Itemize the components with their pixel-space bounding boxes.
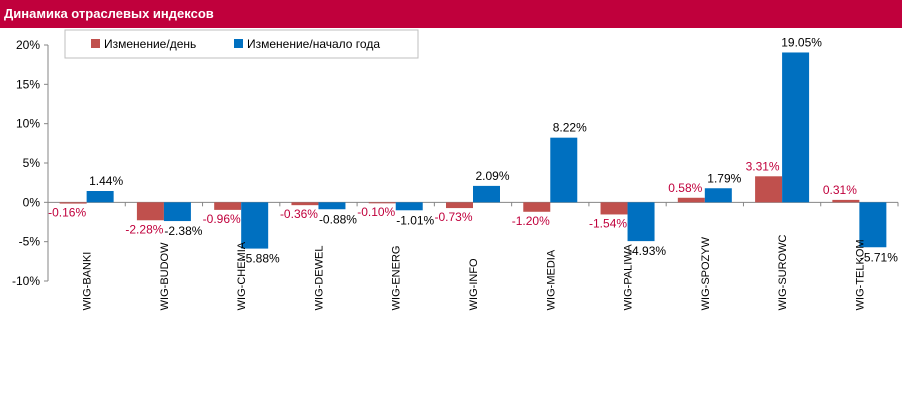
data-label-day: -0.36%	[280, 207, 318, 221]
bar-day-wig-energ	[368, 202, 396, 204]
bar-ytd-wig-info	[473, 185, 500, 203]
bar-day-wig-paliwa	[600, 202, 628, 215]
bar-ytd-wig-surowc	[782, 52, 810, 203]
bar-day-wig-media	[523, 202, 551, 212]
bar-ytd-wig-dewel	[318, 202, 346, 210]
y-tick-label: 15%	[16, 77, 40, 91]
data-label-day: -0.73%	[434, 210, 472, 224]
chart-title: Динамика отраслевых индексов	[0, 0, 902, 28]
data-label-day: 3.31%	[746, 159, 780, 173]
bar-ytd-wig-media	[550, 137, 578, 203]
y-tick-label: 10%	[16, 117, 40, 131]
data-label-ytd: 1.79%	[707, 171, 741, 185]
data-label-ytd: -5.71%	[860, 250, 898, 264]
x-category-label: WIG-ENERG	[391, 246, 403, 311]
legend-swatch-ytd	[234, 39, 243, 48]
data-label-day: -1.20%	[512, 214, 550, 228]
x-category-label: WIG-SUROWC	[777, 235, 789, 311]
x-category-label: WIG-DEWEL	[313, 246, 325, 311]
y-tick-label: -5%	[19, 235, 41, 249]
bar-day-wig-chemia	[214, 202, 242, 210]
x-category-label: WIG-BUDOW	[159, 242, 171, 310]
data-label-ytd: 19.05%	[781, 35, 822, 49]
data-label-ytd: -4.93%	[628, 244, 666, 258]
data-label-day: -1.54%	[589, 216, 627, 230]
x-category-label: WIG-CHEMIA	[236, 241, 248, 310]
data-label-day: 0.31%	[823, 183, 857, 197]
y-tick-label: -10%	[12, 274, 40, 288]
data-label-ytd: -5.88%	[242, 252, 280, 266]
legend-swatch-day	[91, 39, 100, 48]
data-label-day: 0.58%	[668, 181, 702, 195]
data-label-ytd: 8.22%	[553, 121, 587, 135]
bar-day-wig-telkom	[832, 199, 860, 203]
data-label-day: -0.16%	[48, 206, 86, 220]
data-label-day: -2.28%	[125, 222, 163, 236]
y-tick-label: 5%	[23, 156, 41, 170]
x-category-label: WIG-TELKOM	[854, 239, 866, 310]
data-label-ytd: -0.88%	[319, 212, 357, 226]
bar-day-wig-info	[446, 202, 473, 209]
data-label-ytd: 2.09%	[475, 169, 509, 183]
x-category-label: WIG-SPOZYW	[700, 236, 712, 310]
bar-ytd-wig-paliwa	[627, 202, 655, 242]
bar-ytd-wig-budow	[163, 202, 191, 222]
x-category-label: WIG-PALIWA	[623, 244, 635, 311]
bar-ytd-wig-spozyw	[704, 188, 732, 203]
x-category-label: WIG-BANKI	[82, 252, 94, 311]
y-tick-label: 0%	[23, 195, 41, 209]
data-label-day: -0.96%	[203, 212, 241, 226]
data-label-day: -0.10%	[357, 205, 395, 219]
bar-day-wig-budow	[136, 202, 164, 221]
x-category-label: WIG-MEDIA	[545, 249, 557, 310]
legend-label-ytd: Изменение/начало года	[247, 37, 380, 51]
bar-ytd-wig-banki	[86, 191, 114, 203]
data-label-ytd: 1.44%	[89, 174, 123, 188]
bar-day-wig-banki	[59, 202, 87, 204]
data-label-ytd: -1.01%	[396, 213, 434, 227]
bar-ytd-wig-chemia	[241, 202, 269, 249]
data-label-ytd: -2.38%	[164, 224, 202, 238]
chart-legend: Изменение/день Изменение/начало года	[64, 29, 419, 59]
legend-label-day: Изменение/день	[104, 37, 196, 51]
bar-day-wig-spozyw	[677, 197, 705, 203]
bar-day-wig-surowc	[755, 176, 783, 203]
bar-ytd-wig-telkom	[859, 202, 887, 248]
y-tick-label: 20%	[16, 38, 40, 52]
bar-day-wig-dewel	[291, 202, 319, 206]
x-category-label: WIG-INFO	[468, 258, 480, 310]
bar-ytd-wig-energ	[395, 202, 423, 211]
